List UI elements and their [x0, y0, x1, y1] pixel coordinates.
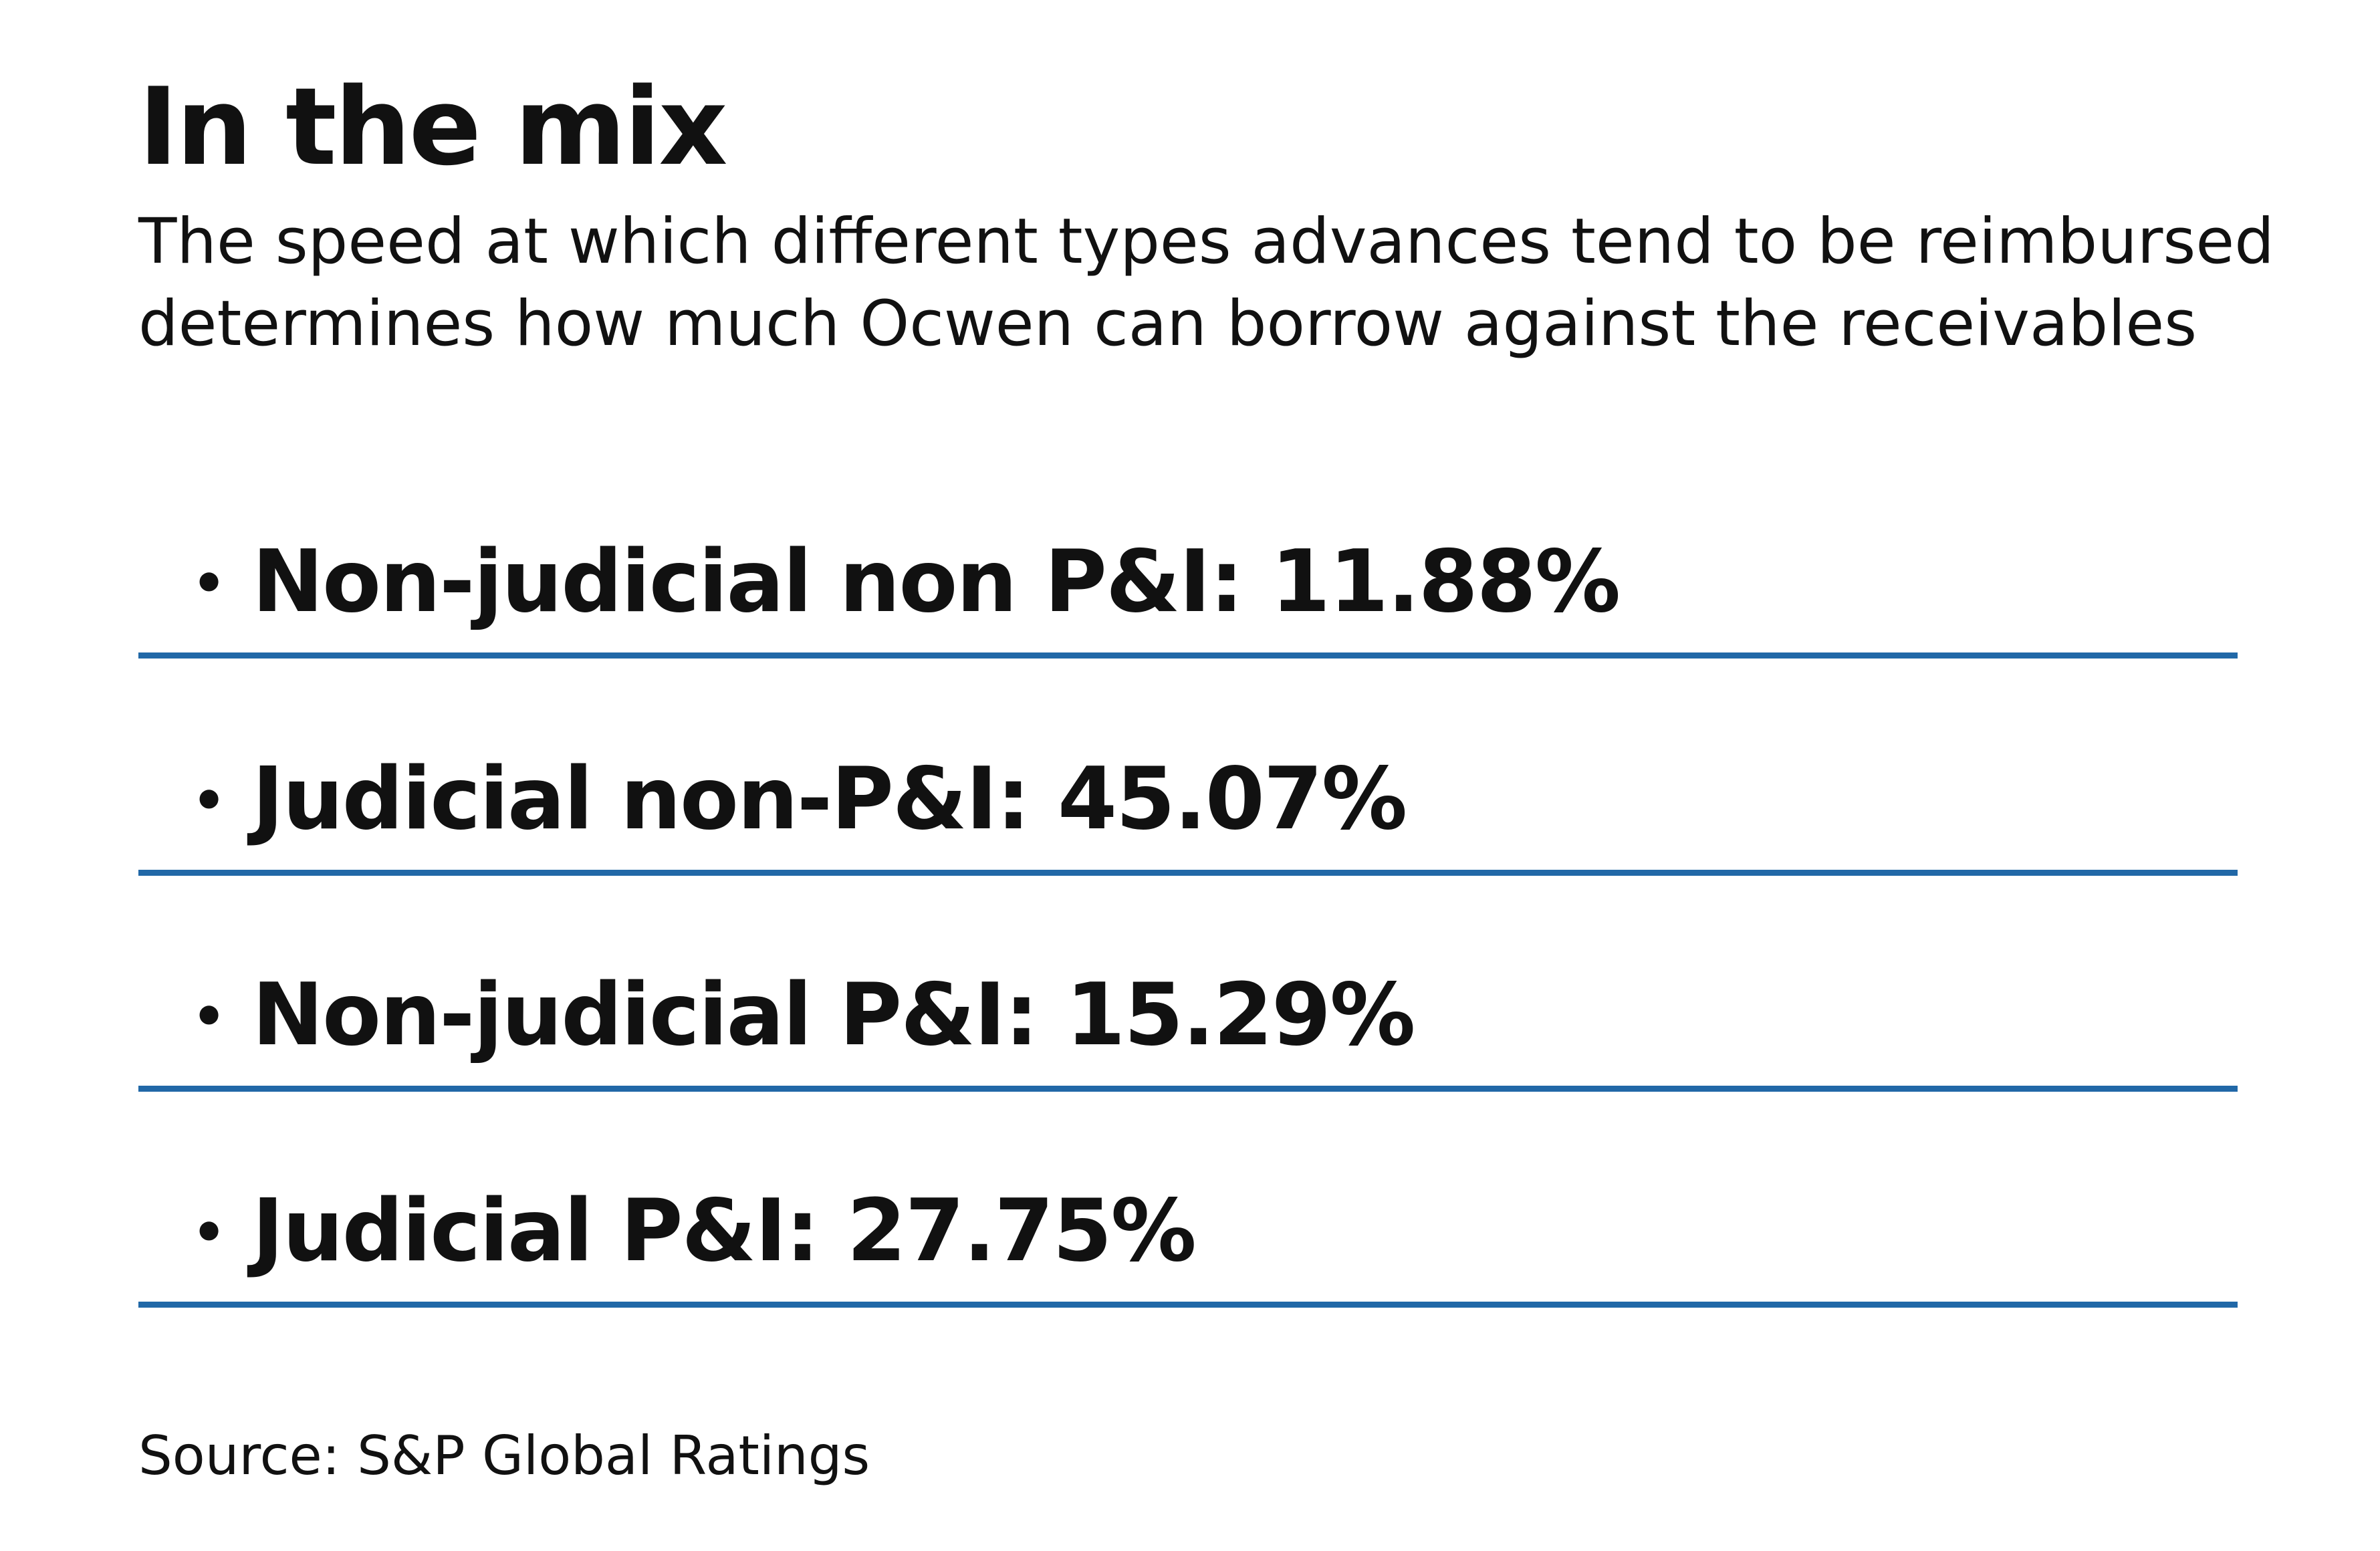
- list-item: • Non-judicial non P&I: 11.88%: [138, 451, 2238, 659]
- bullet-icon: •: [192, 552, 227, 614]
- source-note: Source: S&P Global Ratings: [138, 1425, 870, 1487]
- list-item-label: Non-judicial P&I: 15.29%: [252, 965, 1415, 1065]
- list-item: • Non-judicial P&I: 15.29%: [138, 884, 2238, 1092]
- page-title: In the mix: [138, 64, 728, 189]
- list-item: • Judicial P&I: 27.75%: [138, 1100, 2238, 1308]
- bullet-icon: •: [192, 769, 227, 832]
- list-item: • Judicial non-P&I: 45.07%: [138, 669, 2238, 876]
- list-item-label: Non-judicial non P&I: 11.88%: [252, 532, 1621, 632]
- list-item-label: Judicial P&I: 27.75%: [252, 1181, 1197, 1281]
- bullet-icon: •: [192, 985, 227, 1048]
- subtitle: The speed at which different types advan…: [138, 205, 2274, 360]
- list-item-label: Judicial non-P&I: 45.07%: [252, 749, 1407, 849]
- bullet-icon: •: [192, 1201, 227, 1264]
